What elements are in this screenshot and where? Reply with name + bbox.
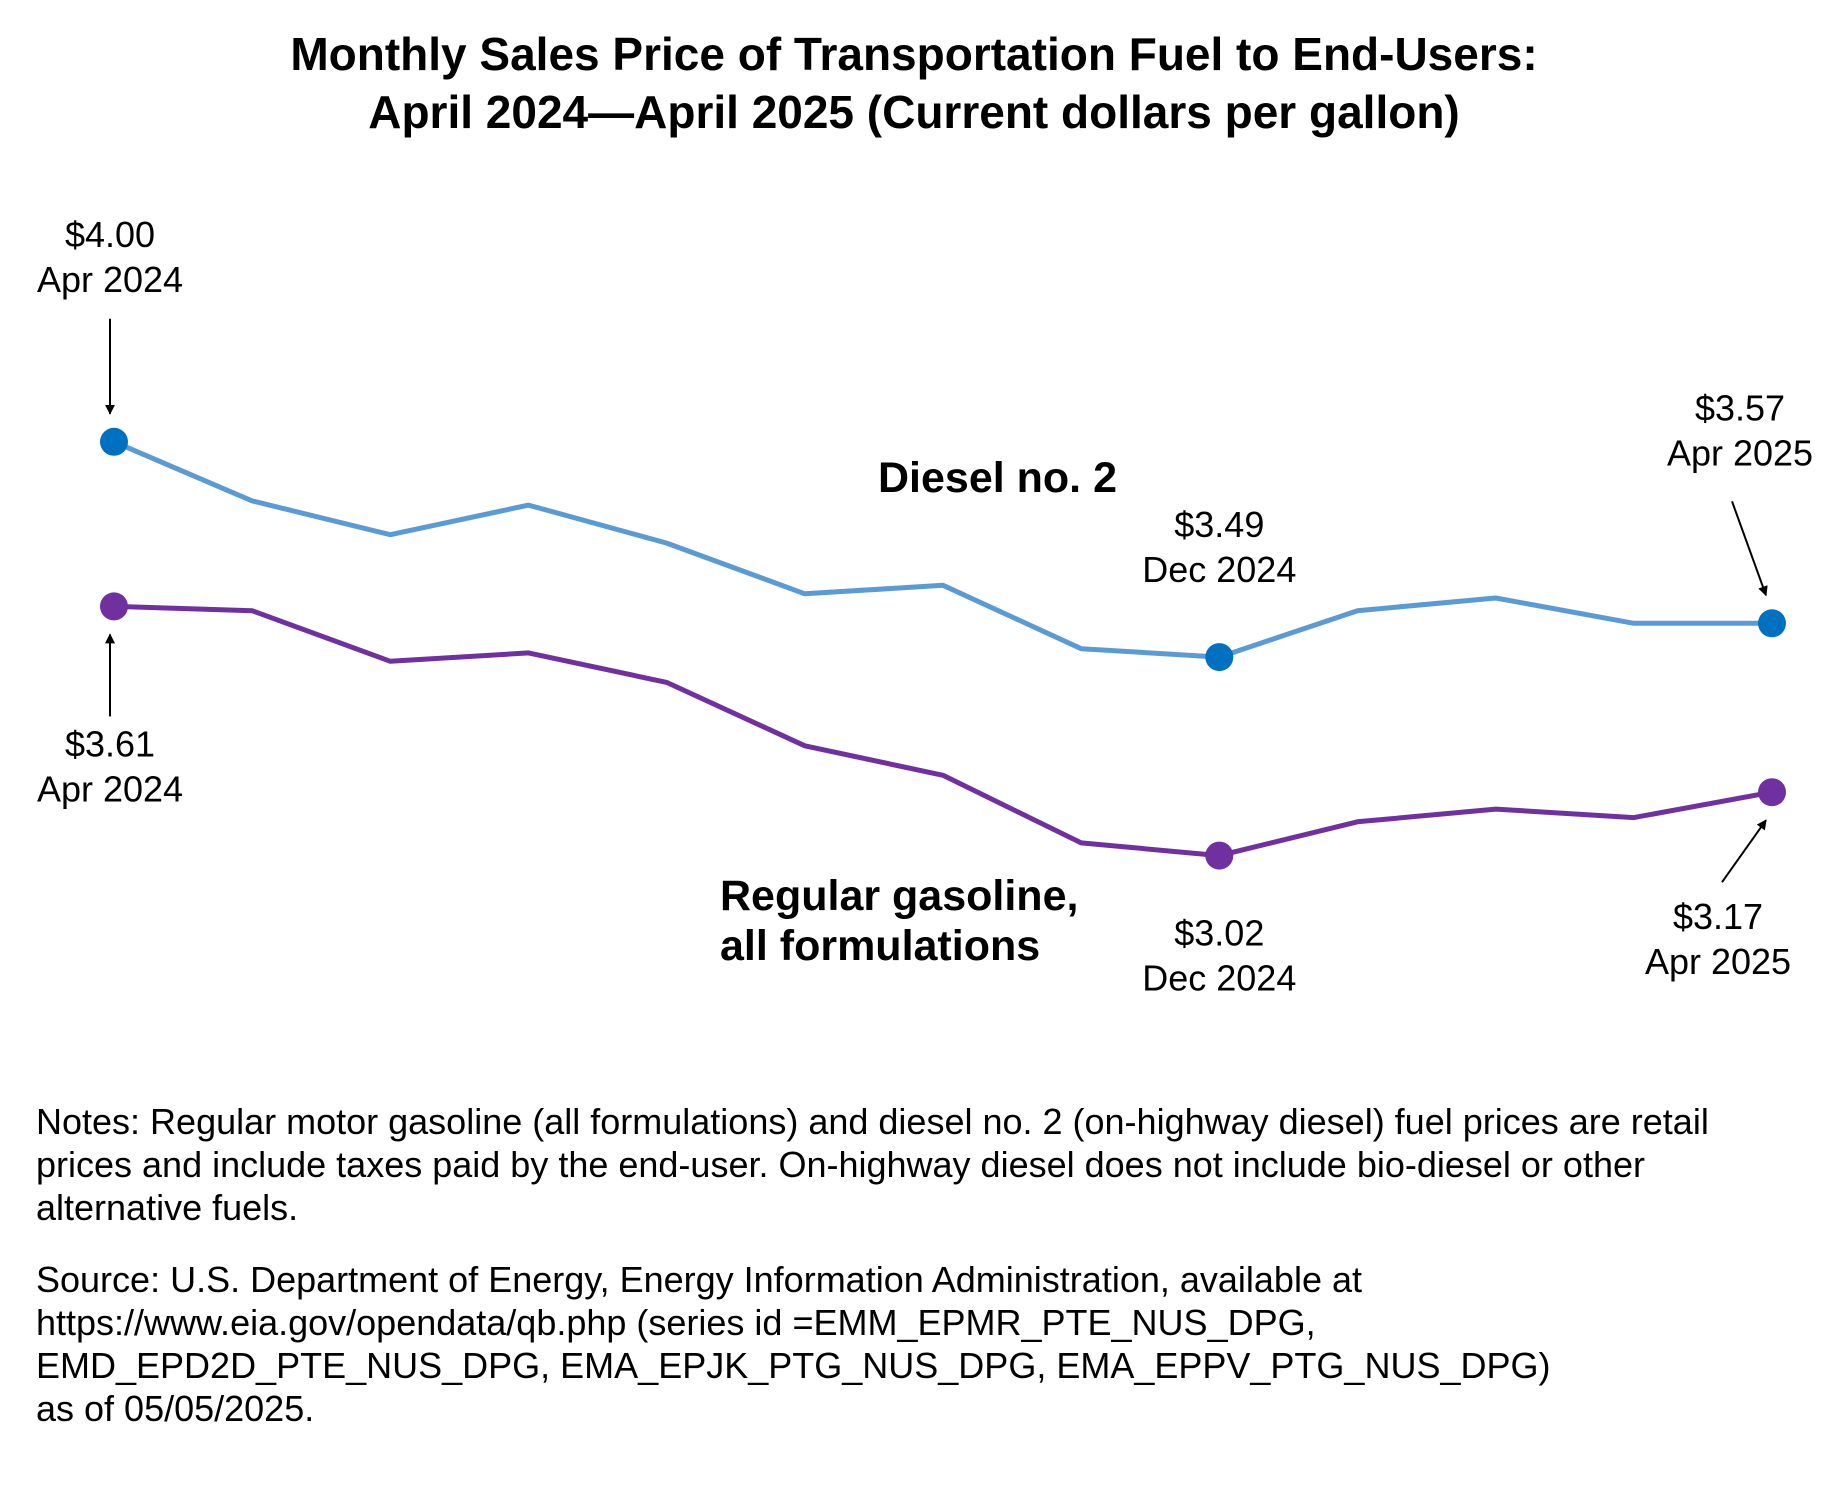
gasoline-data-point bbox=[1758, 778, 1786, 807]
diesel-callout-price: $3.49 bbox=[1174, 504, 1264, 545]
diesel-callout-price: $4.00 bbox=[65, 214, 155, 255]
chart-title-line-2: April 2024—April 2025 (Current dollars p… bbox=[368, 86, 1460, 138]
gasoline-callout-price: $3.02 bbox=[1174, 913, 1264, 954]
diesel-callout-date: Dec 2024 bbox=[1142, 549, 1296, 590]
diesel-callout-arrow bbox=[1731, 500, 1768, 597]
gasoline-callout-arrow bbox=[1721, 819, 1767, 883]
diesel-data-point bbox=[1758, 609, 1786, 638]
gasoline-callout-date: Apr 2025 bbox=[1645, 941, 1791, 982]
diesel-series-line bbox=[111, 439, 1775, 660]
source-line: EMD_EPD2D_PTE_NUS_DPG, EMA_EPJK_PTG_NUS_… bbox=[36, 1345, 1551, 1386]
source-line: https://www.eia.gov/opendata/qb.php (ser… bbox=[36, 1302, 1316, 1343]
chart-source: Source: U.S. Department of Energy, Energ… bbox=[36, 1258, 1806, 1430]
gasoline-callout-price: $3.17 bbox=[1673, 896, 1763, 937]
gasoline-series-line bbox=[111, 603, 1775, 859]
gasoline-series-label-line-1: Regular gasoline, bbox=[720, 872, 1078, 920]
diesel-callout-date: Apr 2025 bbox=[1667, 432, 1813, 473]
chart-title-line-1: Monthly Sales Price of Transportation Fu… bbox=[290, 28, 1537, 80]
diesel-data-point bbox=[100, 427, 128, 456]
gasoline-callout-date: Dec 2024 bbox=[1142, 958, 1296, 999]
chart-notes: Notes: Regular motor gasoline (all formu… bbox=[36, 1101, 1709, 1228]
gasoline-callout-price: $3.61 bbox=[65, 723, 155, 764]
series-layer bbox=[100, 427, 1786, 870]
diesel-series-label: Diesel no. 2 bbox=[878, 454, 1117, 502]
gasoline-series-label-line-2: all formulations bbox=[720, 922, 1040, 970]
gasoline-data-point bbox=[100, 592, 128, 621]
diesel-callout-date: Apr 2024 bbox=[37, 259, 183, 300]
source-line: Source: U.S. Department of Energy, Energ… bbox=[36, 1259, 1362, 1300]
source-line: as of 05/05/2025. bbox=[36, 1388, 315, 1429]
gasoline-callout-date: Apr 2024 bbox=[37, 768, 183, 809]
gasoline-data-point bbox=[1205, 841, 1234, 870]
diesel-callout-price: $3.57 bbox=[1695, 387, 1785, 428]
diesel-data-point bbox=[1205, 643, 1234, 672]
fuel-price-chart: Monthly Sales Price of Transportation Fu… bbox=[37, 28, 1813, 999]
